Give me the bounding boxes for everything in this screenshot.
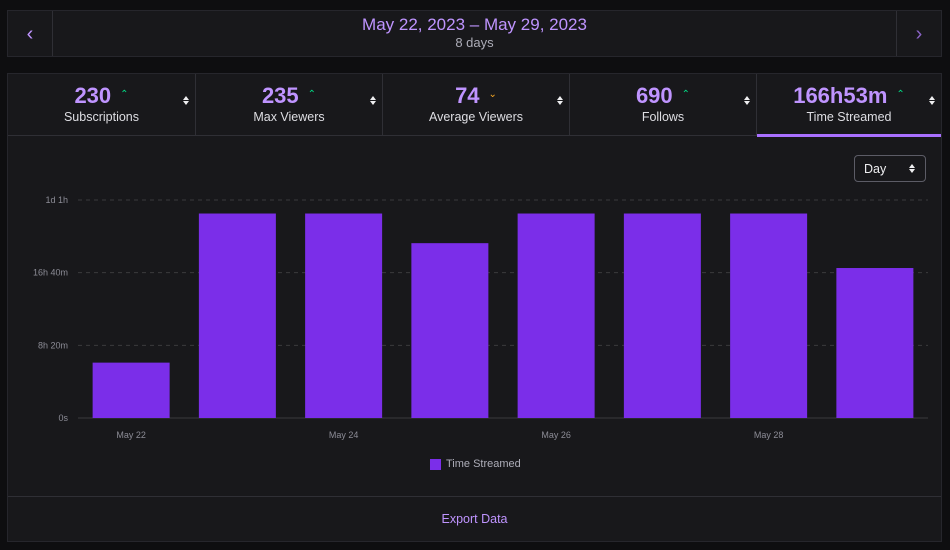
- stat-value: 230: [74, 83, 112, 108]
- stat-value: 235: [261, 83, 299, 108]
- sort-icon[interactable]: [370, 96, 376, 105]
- sort-icon[interactable]: [744, 96, 750, 105]
- trend-up-icon: ⌃: [120, 88, 129, 100]
- date-range-days: 8 days: [455, 35, 494, 50]
- x-tick-label: May 24: [329, 430, 359, 440]
- legend-label: Time Streamed: [446, 458, 521, 470]
- stat-label: Time Streamed: [806, 110, 892, 124]
- export-data-button[interactable]: Export Data: [441, 512, 508, 526]
- date-range-bar: ‹ May 22, 2023 – May 29, 2023 8 days ›: [7, 10, 942, 57]
- bar-may-23[interactable]: [198, 213, 276, 418]
- bar-may-24[interactable]: [305, 213, 383, 418]
- y-tick-label: 16h 40m: [33, 268, 68, 278]
- chevron-updown-icon: [909, 164, 915, 173]
- bar-may-27[interactable]: [623, 213, 701, 418]
- chevron-right-icon: ›: [915, 22, 923, 45]
- stat-label: Max Viewers: [253, 110, 325, 124]
- stat-label: Average Viewers: [428, 110, 524, 124]
- stat-value: 690: [635, 83, 673, 108]
- stat-label: Follows: [641, 110, 685, 124]
- stat-tab-max-viewers[interactable]: 235 ⌃ Max Viewers: [195, 74, 382, 136]
- bar-may-22[interactable]: [92, 362, 170, 418]
- sort-icon[interactable]: [929, 96, 935, 105]
- time-streamed-chart: 0s 8h 20m 16h 40m 1d 1h May 22 May 24 May 26 Ma…: [33, 195, 928, 440]
- stat-label: Subscriptions: [63, 110, 140, 124]
- next-period-button[interactable]: ›: [896, 11, 941, 56]
- previous-period-button[interactable]: ‹: [8, 11, 53, 56]
- granularity-select[interactable]: Day: [854, 155, 926, 182]
- trend-up-icon: ⌃: [307, 88, 317, 100]
- trend-up-icon: ⌃: [896, 88, 905, 100]
- stat-tab-follows[interactable]: 690 ⌃ Follows: [569, 74, 756, 136]
- legend-swatch: [430, 458, 441, 470]
- chevron-left-icon: ‹: [26, 22, 34, 45]
- bar-may-26[interactable]: [517, 213, 595, 418]
- stat-tab-time-streamed[interactable]: 166h53m ⌃ Time Streamed: [756, 74, 941, 137]
- stat-tab-average-viewers[interactable]: 74 ⌄ Average Viewers: [382, 74, 569, 136]
- bar-may-25[interactable]: [411, 243, 489, 418]
- date-range-text: May 22, 2023 – May 29, 2023: [362, 15, 587, 34]
- sort-icon[interactable]: [183, 96, 189, 105]
- y-tick-label: 8h 20m: [38, 340, 68, 350]
- bar-may-28[interactable]: [730, 213, 808, 418]
- trend-down-icon: ⌄: [488, 88, 497, 100]
- bar-may-29[interactable]: [836, 268, 914, 418]
- chart-legend[interactable]: Time Streamed: [430, 458, 521, 470]
- stat-tabs: 230 ⌃ Subscriptions 235 ⌃ Max Viewers 74…: [8, 74, 941, 137]
- export-bar: Export Data: [8, 496, 941, 541]
- stat-value: 74: [455, 83, 480, 108]
- y-tick-label: 0s: [58, 413, 68, 423]
- granularity-value: Day: [864, 162, 887, 176]
- trend-up-icon: ⌃: [681, 88, 691, 100]
- date-range-display: May 22, 2023 – May 29, 2023 8 days: [53, 11, 896, 56]
- sort-icon[interactable]: [557, 96, 563, 105]
- x-tick-label: May 22: [116, 430, 146, 440]
- x-tick-label: May 26: [541, 430, 571, 440]
- stat-value: 166h53m: [793, 83, 888, 108]
- stat-tab-subscriptions[interactable]: 230 ⌃ Subscriptions: [8, 74, 195, 136]
- stats-card: 230 ⌃ Subscriptions 235 ⌃ Max Viewers 74…: [7, 73, 942, 542]
- y-tick-label: 1d 1h: [45, 195, 68, 205]
- x-tick-label: May 28: [754, 430, 784, 440]
